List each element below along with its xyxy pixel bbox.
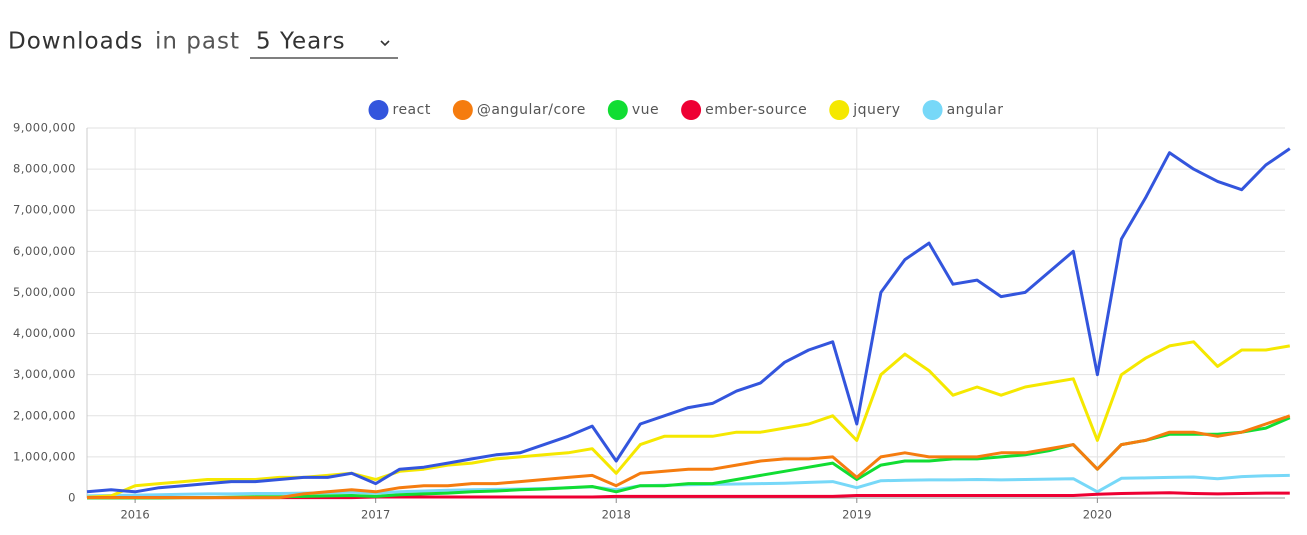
legend-item[interactable]: jquery (829, 100, 900, 120)
legend-label: vue (632, 102, 659, 118)
period-value[interactable]: 5 Years (256, 29, 346, 55)
series-line (86, 147, 1291, 494)
y-tick-label: 6,000,000 (13, 244, 76, 258)
x-tick-label: 2018 (602, 508, 631, 522)
y-tick-label: 9,000,000 (13, 121, 76, 135)
legend-swatch (452, 100, 473, 120)
y-tick-label: 2,000,000 (13, 408, 76, 422)
legend-swatch (681, 100, 702, 120)
legend-item[interactable]: @angular/core (452, 100, 586, 120)
period-select[interactable]: 5 Years (250, 29, 398, 59)
x-tick-label: 2016 (120, 508, 149, 522)
legend-label: react (393, 102, 431, 118)
legend-item[interactable]: react (368, 100, 431, 120)
y-tick-label: 8,000,000 (13, 162, 76, 176)
y-tick-label: 0 (68, 491, 76, 505)
x-tick-label: 2019 (842, 508, 871, 522)
legend-item[interactable]: ember-source (681, 100, 807, 120)
header-subtitle: in past (155, 29, 240, 55)
legend-label: jquery (852, 102, 900, 118)
legend-swatch (922, 100, 943, 120)
legend-label: ember-source (705, 102, 807, 118)
y-tick-label: 1,000,000 (13, 449, 76, 463)
legend-item[interactable]: angular (922, 100, 1004, 120)
y-tick-label: 4,000,000 (13, 326, 76, 340)
legend-label: @angular/core (477, 102, 586, 118)
legend-swatch (607, 100, 628, 120)
header-title: Downloads (8, 29, 143, 55)
legend: react @angular/core vue ember-source jquery a… (368, 100, 1004, 120)
y-tick-label: 5,000,000 (13, 285, 76, 299)
legend-swatch (829, 100, 850, 120)
y-tick-label: 7,000,000 (13, 203, 76, 217)
series-line (87, 414, 1291, 500)
series-line (86, 340, 1291, 499)
legend-swatch (368, 100, 389, 120)
select-chevron[interactable] (380, 40, 390, 47)
legend-item[interactable]: vue (607, 100, 659, 120)
y-tick-label: 3,000,000 (13, 367, 76, 381)
x-tick-label: 2020 (1083, 508, 1112, 522)
x-tick-label: 2017 (361, 508, 390, 522)
legend-label: angular (947, 102, 1004, 118)
